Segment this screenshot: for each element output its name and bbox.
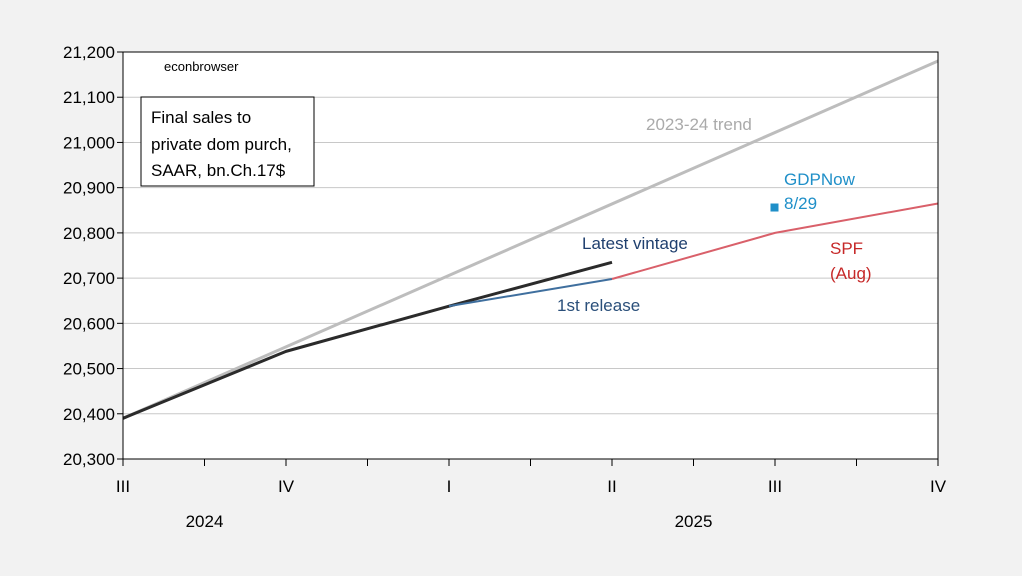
label-spf: SPF xyxy=(830,239,863,258)
info-box-line-2: private dom purch, xyxy=(151,135,292,154)
y-tick-label: 21,200 xyxy=(63,43,115,62)
info-box-line-3: SAAR, bn.Ch.17$ xyxy=(151,161,286,180)
y-tick-label: 21,000 xyxy=(63,133,115,152)
label-latest-vintage: Latest vintage xyxy=(582,234,688,253)
year-label: 2025 xyxy=(675,512,713,531)
label-gdpnow-date: 8/29 xyxy=(784,194,817,213)
label-gdpnow: GDPNow xyxy=(784,170,856,189)
y-tick-label: 20,500 xyxy=(63,360,115,379)
y-tick-label: 20,800 xyxy=(63,224,115,243)
series-line-latest xyxy=(122,260,613,420)
series-line-trend xyxy=(122,59,939,420)
x-tick-label: III xyxy=(116,477,130,496)
x-tick-label: III xyxy=(768,477,782,496)
x-tick-label: IV xyxy=(278,477,295,496)
axes: 20,300 20,400 20,500 20,600 20,700 20,800 20,9… xyxy=(63,43,947,531)
year-label: 2024 xyxy=(186,512,224,531)
y-tick-label: 20,300 xyxy=(63,450,115,469)
y-tick-label: 20,700 xyxy=(63,269,115,288)
info-box: Final sales to private dom purch, SAAR, … xyxy=(140,96,315,187)
label-first-release: 1st release xyxy=(557,296,640,315)
series-line-spf xyxy=(611,202,939,280)
watermark: econbrowser xyxy=(164,59,239,74)
y-tick-label: 20,400 xyxy=(63,405,115,424)
series-line-first xyxy=(448,278,613,308)
info-box-frame xyxy=(140,96,315,187)
label-trend: 2023-24 trend xyxy=(646,115,752,134)
x-tick-label: I xyxy=(447,477,452,496)
info-box-line-1: Final sales to xyxy=(151,108,251,127)
series-layer xyxy=(122,59,939,420)
y-tick-label: 21,100 xyxy=(63,88,115,107)
label-spf-aug: (Aug) xyxy=(830,264,872,283)
x-tick-label: IV xyxy=(930,477,947,496)
y-tick-label: 20,600 xyxy=(63,314,115,333)
point-gdpnow xyxy=(770,203,779,212)
y-tick-label: 20,900 xyxy=(63,179,115,198)
x-tick-label: II xyxy=(607,477,616,496)
